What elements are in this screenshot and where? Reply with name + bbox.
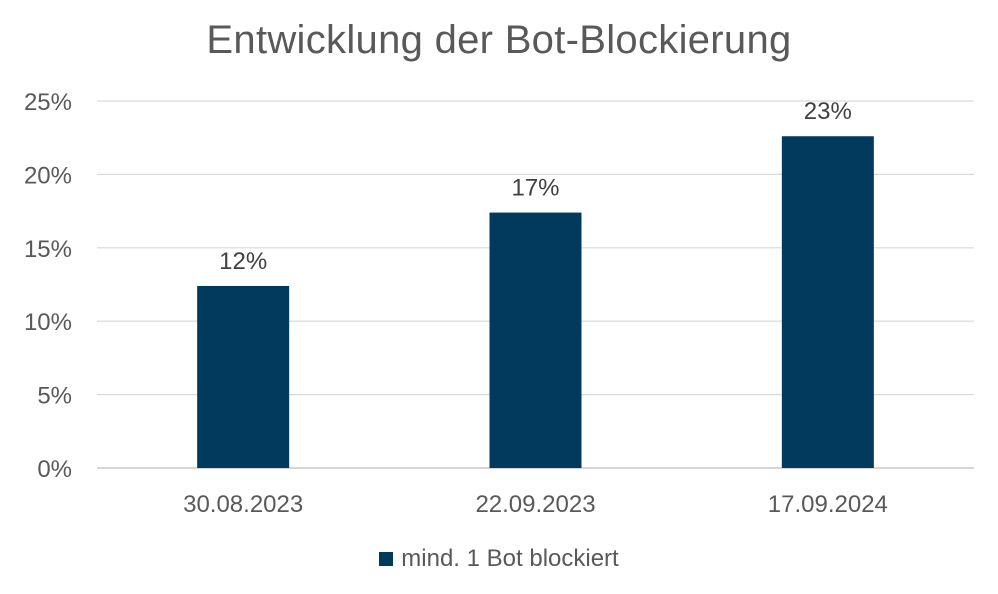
x-tick-label: 17.09.2024 bbox=[768, 491, 888, 518]
data-label: 12% bbox=[219, 248, 267, 275]
data-label: 17% bbox=[511, 175, 559, 202]
bar bbox=[781, 136, 874, 468]
legend-swatch bbox=[379, 552, 394, 566]
legend-label: mind. 1 Bot blockiert bbox=[401, 545, 619, 572]
bar bbox=[489, 212, 582, 468]
chart-title: Entwicklung der Bot-Blockierung bbox=[206, 18, 792, 62]
data-label: 23% bbox=[804, 98, 852, 125]
y-tick-label: 15% bbox=[24, 236, 72, 263]
bar bbox=[197, 285, 290, 468]
x-tick-label: 30.08.2023 bbox=[183, 491, 303, 518]
y-tick-label: 5% bbox=[37, 383, 72, 410]
x-tick-label: 22.09.2023 bbox=[475, 491, 595, 518]
legend: mind. 1 Bot blockiert bbox=[0, 545, 998, 573]
y-tick-label: 10% bbox=[24, 309, 72, 336]
y-tick-label: 25% bbox=[24, 89, 72, 116]
y-tick-label: 0% bbox=[37, 456, 72, 483]
y-tick-label: 20% bbox=[24, 162, 72, 189]
